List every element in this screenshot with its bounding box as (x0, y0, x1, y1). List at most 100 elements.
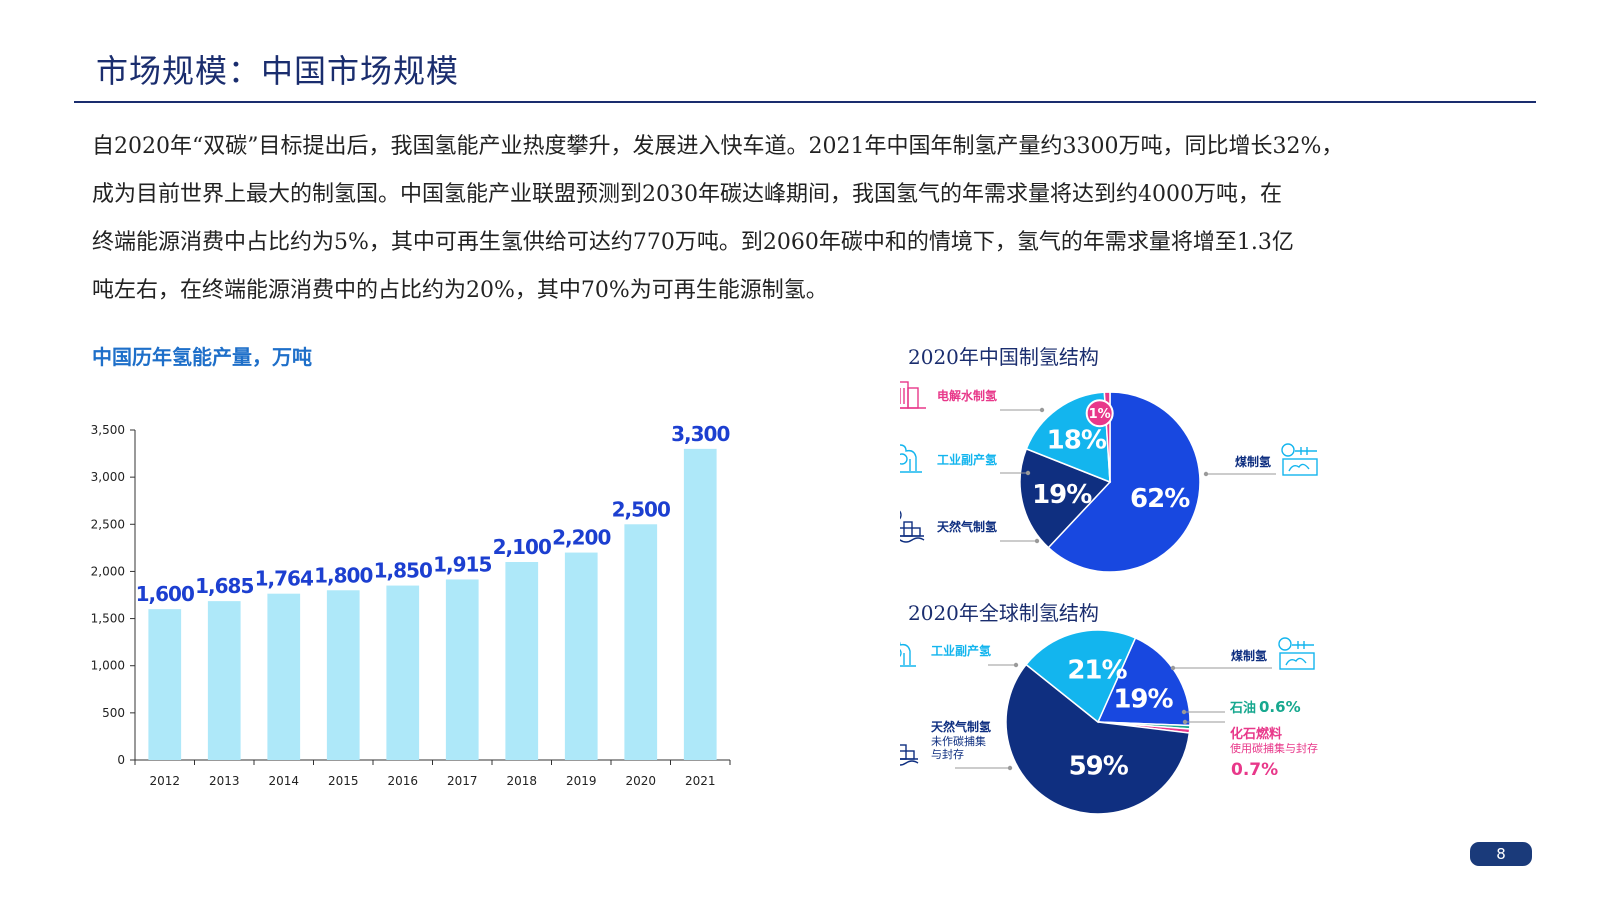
bar-value-label: 1,600 (136, 582, 194, 606)
pie-slice (1005, 663, 1191, 815)
icon-part (900, 453, 908, 465)
x-tick-label: 2013 (209, 774, 240, 788)
y-tick-label: 2,500 (91, 517, 125, 531)
icon-part (1292, 641, 1314, 649)
y-tick-label: 1,500 (91, 612, 125, 626)
title-divider (74, 101, 1536, 103)
natural-gas-icon (900, 744, 919, 766)
x-tick-label: 2021 (685, 774, 716, 788)
page-number: 8 (1470, 842, 1532, 866)
icon-part (1285, 657, 1307, 666)
intro-paragraph: 自2020年“双碳”目标提出后，我国氢能产业热度攀升，发展进入快车道。2021年… (92, 123, 1542, 315)
pie-percent-label: 18% (1047, 425, 1107, 455)
pie-percent-label: 21% (1067, 655, 1127, 685)
bar (564, 552, 598, 760)
coal-hydrogen-icon (1281, 443, 1318, 476)
icon-part (1282, 458, 1318, 476)
pie-legend-sublabel: 使用碳捕集与封存 (1230, 741, 1318, 755)
small-slice-badge (1085, 399, 1114, 428)
pie-slice (1096, 636, 1191, 727)
bar (267, 593, 301, 760)
icon-part (1281, 443, 1295, 457)
pie-percent-label: 59% (1069, 751, 1129, 781)
icon-part (900, 648, 902, 658)
icon-part (900, 444, 917, 471)
bar (505, 562, 539, 760)
bar-value-label: 1,800 (314, 563, 372, 587)
y-tick-label: 500 (102, 706, 125, 720)
pie-percent-label: 0.7% (1231, 760, 1278, 780)
x-tick-label: 2014 (268, 774, 299, 788)
pie-percent-label: 19% (1032, 480, 1092, 510)
icon-part (900, 760, 919, 766)
pie-legend-label: 煤制氢 (1235, 454, 1271, 469)
pie-legend-label: 天然气制氢 (931, 719, 991, 734)
pie-legend-label: 工业副产氢 (931, 643, 991, 658)
bar (326, 590, 360, 760)
x-tick-label: 2018 (506, 774, 537, 788)
bar-value-label: 2,100 (493, 535, 551, 559)
intro-line: 吨左右，在终端能源消费中的占比约为20%，其中70%为可再生能源制氢。 (92, 278, 828, 303)
leader-dot (1007, 765, 1013, 771)
x-tick-label: 2016 (387, 774, 418, 788)
bar (148, 609, 182, 760)
leader-dot (1013, 662, 1019, 668)
bar-value-label: 1,685 (195, 574, 253, 598)
leader-dot (1170, 665, 1176, 671)
pie-legend-sublabel: 未作碳捕集 (931, 734, 986, 748)
icon-part (900, 537, 925, 543)
intro-line: 自2020年“双碳”目标提出后，我国氢能产业热度攀升，发展进入快车道。2021年… (92, 134, 1344, 159)
global-pie-title: 2020年全球制氢结构 (908, 601, 1099, 625)
bar-value-label: 2,200 (552, 526, 610, 550)
icon-part (903, 521, 913, 537)
y-tick-label: 2,000 (91, 564, 125, 578)
pie-percent-label: 62% (1130, 484, 1190, 514)
bar-value-label: 2,500 (612, 497, 670, 521)
bar-value-label: 1,850 (374, 559, 432, 583)
icon-part (900, 744, 907, 760)
icon-part (900, 510, 902, 520)
icon-part (900, 641, 911, 665)
bar-value-label: 1,764 (255, 567, 313, 591)
pie-legend-label: 石油 (1229, 700, 1256, 716)
leader-dot (1203, 471, 1209, 477)
y-tick-label: 0 (117, 753, 125, 767)
y-tick-label: 3,500 (91, 423, 125, 437)
icon-part (1288, 463, 1310, 472)
intro-line: 成为目前世界上最大的制氢国。中国氢能产业联盟预测到2030年碳达峰期间，我国氢气… (92, 182, 1282, 207)
bar-value-label: 3,300 (671, 422, 729, 446)
pie-percent-label: 0.6% (1259, 698, 1301, 716)
electrolysis-icon (900, 381, 926, 409)
pie-legend-label: 煤制氢 (1231, 648, 1267, 663)
icon-part (900, 750, 915, 760)
pie-legend-sublabel: 与封存 (931, 747, 964, 761)
y-tick-label: 1,000 (91, 659, 125, 673)
pie-slice (1047, 391, 1201, 573)
pie-slice (1025, 630, 1137, 724)
x-tick-label: 2019 (566, 774, 597, 788)
natural-gas-icon (900, 510, 925, 543)
leader-dot (1182, 719, 1188, 725)
pie-legend-label: 电解水制氢 (937, 388, 997, 403)
y-tick-label: 3,000 (91, 470, 125, 484)
x-tick-label: 2012 (149, 774, 180, 788)
bar (683, 448, 717, 760)
x-tick-label: 2015 (328, 774, 359, 788)
icon-part (1295, 447, 1317, 455)
x-tick-label: 2017 (447, 774, 478, 788)
pie-percent-label: 1% (1089, 407, 1111, 422)
industrial-plant-icon (900, 444, 922, 473)
bar-chart: 0 500 1,000 1,500 2,000 2,500 3,000 3,500 1,600 2… (91, 422, 731, 788)
icon-part (900, 527, 921, 537)
bar-value-label: 1,915 (433, 552, 491, 576)
icon-part (1278, 637, 1292, 651)
x-tick-label: 2020 (625, 774, 656, 788)
page-title: 市场规模：中国市场规模 (96, 52, 460, 90)
bar (445, 579, 479, 760)
pie-legend-label: 天然气制氢 (937, 519, 997, 534)
bar-chart-title: 中国历年氢能产量，万吨 (92, 345, 312, 369)
intro-line: 终端能源消费中占比约为5%，其中可再生氢供给可达约770万吨。到2060年碳中和… (92, 230, 1294, 255)
industrial-plant-icon (900, 641, 916, 667)
